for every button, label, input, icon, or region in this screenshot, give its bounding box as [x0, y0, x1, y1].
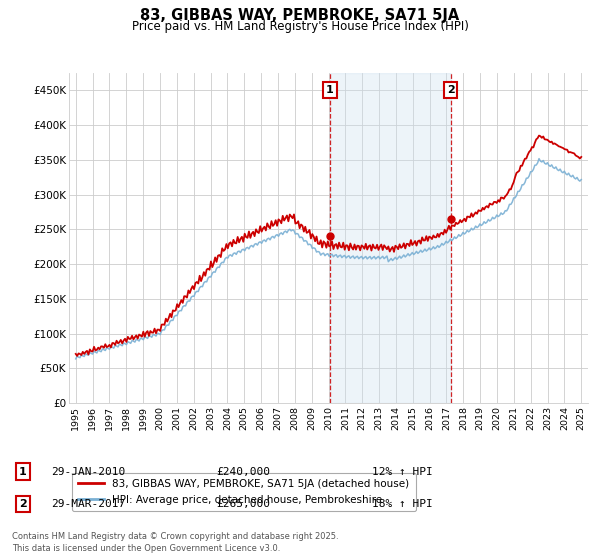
Bar	[330, 73, 451, 403]
Text: 29-JAN-2010: 29-JAN-2010	[51, 466, 125, 477]
Text: £240,000: £240,000	[216, 466, 270, 477]
Text: 1: 1	[19, 466, 26, 477]
Text: 2: 2	[447, 85, 455, 95]
Text: 29-MAR-2017: 29-MAR-2017	[51, 499, 125, 509]
Legend: 83, GIBBAS WAY, PEMBROKE, SA71 5JA (detached house), HPI: Average price, detache: 83, GIBBAS WAY, PEMBROKE, SA71 5JA (deta…	[71, 473, 416, 511]
Text: 2: 2	[19, 499, 26, 509]
Text: 83, GIBBAS WAY, PEMBROKE, SA71 5JA: 83, GIBBAS WAY, PEMBROKE, SA71 5JA	[140, 8, 460, 24]
Text: Contains HM Land Registry data © Crown copyright and database right 2025.
This d: Contains HM Land Registry data © Crown c…	[12, 532, 338, 553]
Text: 18% ↑ HPI: 18% ↑ HPI	[372, 499, 433, 509]
Text: £265,000: £265,000	[216, 499, 270, 509]
Text: Price paid vs. HM Land Registry's House Price Index (HPI): Price paid vs. HM Land Registry's House …	[131, 20, 469, 32]
Text: 1: 1	[326, 85, 334, 95]
Text: 12% ↑ HPI: 12% ↑ HPI	[372, 466, 433, 477]
